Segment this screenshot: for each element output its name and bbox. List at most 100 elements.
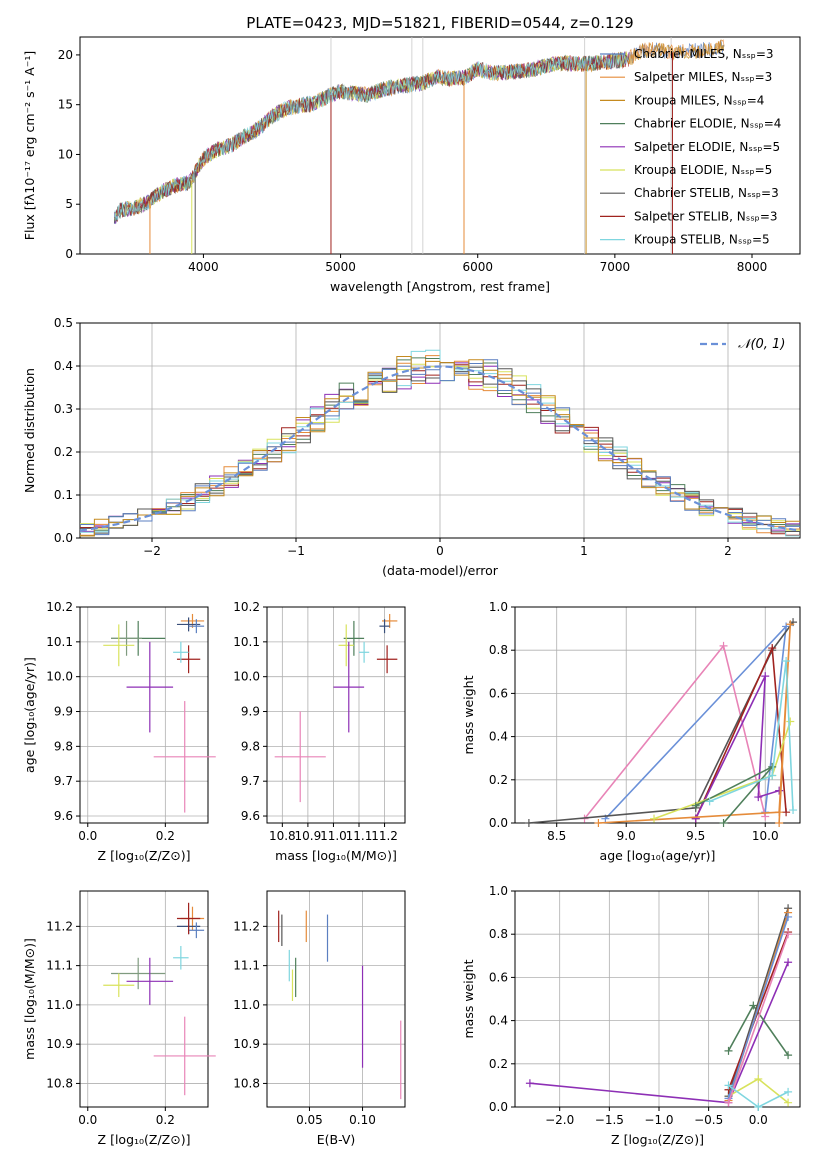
histogram-series — [80, 359, 800, 536]
errorbar-point — [173, 945, 189, 970]
mass-weight-marker — [784, 1087, 793, 1096]
mass-weight-marker — [784, 912, 793, 921]
errorbar-point — [111, 620, 143, 656]
spectrum-series-line — [113, 40, 725, 223]
y-tick-label: 9.6 — [241, 809, 260, 823]
mass-weight-marker — [754, 1074, 763, 1083]
x-axis-label: Z [log₁₀(Z/Z⊙)] — [98, 848, 191, 863]
mass-weight-marker — [650, 814, 659, 823]
mass-weight-marker — [768, 771, 777, 780]
mass-weight-marker — [775, 808, 784, 817]
mass-weight-marker — [768, 644, 777, 653]
legend-entry: Salpeter STELIB, Nₛₛₚ=3 — [634, 209, 778, 223]
y-tick-label: 9.8 — [54, 739, 73, 753]
y-tick-label: 10.0 — [233, 670, 260, 684]
y-axis-label: Flux [fλ10⁻¹⁷ erg cm⁻² s⁻¹ A⁻¹] — [22, 51, 37, 240]
x-tick-label: 1 — [580, 544, 588, 558]
x-tick-label: 2 — [724, 544, 732, 558]
errorbar-point — [153, 1016, 216, 1096]
y-tick-label: 0.2 — [489, 1057, 508, 1071]
y-tick-label: 0.1 — [54, 488, 73, 502]
errorbar-point — [103, 624, 135, 667]
y-tick-label: 10.2 — [46, 600, 73, 614]
mass-weight-marker — [724, 1046, 733, 1055]
y-tick-label: 0.6 — [489, 686, 508, 700]
x-tick-label: −0.5 — [694, 1113, 723, 1127]
y-tick-label: 10 — [58, 147, 73, 161]
mass-weight-marker — [784, 958, 793, 967]
y-tick-label: 0.8 — [489, 643, 508, 657]
y-tick-label: 10.1 — [233, 635, 260, 649]
mass-weight-series — [727, 933, 789, 1103]
y-tick-label: 0.8 — [489, 927, 508, 941]
y-axis-label: mass weight — [461, 675, 476, 754]
y-tick-label: 0.0 — [54, 531, 73, 545]
x-tick-label: −1.5 — [595, 1113, 624, 1127]
x-tick-label: 10.8 — [269, 829, 296, 843]
mass-weight-series — [727, 916, 789, 1099]
x-axis-label: Z [log₁₀(Z/Z⊙)] — [611, 1132, 704, 1147]
y-axis-label: Normed distribution — [22, 368, 37, 493]
y-tick-label: 11.0 — [46, 998, 73, 1012]
y-tick-label: 11.2 — [233, 919, 260, 933]
x-tick-label: 0.2 — [156, 829, 175, 843]
y-tick-label: 0 — [65, 247, 73, 261]
x-tick-label: 6000 — [462, 260, 493, 274]
y-tick-label: 0.0 — [489, 1100, 508, 1114]
x-tick-label: 0.10 — [349, 1113, 376, 1127]
y-tick-label: 10.0 — [46, 670, 73, 684]
errorbar-point — [111, 957, 166, 990]
y-tick-label: 9.7 — [54, 774, 73, 788]
y-tick-label: 11.1 — [46, 959, 73, 973]
y-tick-label: 0.0 — [489, 816, 508, 830]
x-tick-label: 0.0 — [78, 1113, 97, 1127]
errorbar-point — [126, 957, 174, 1005]
mass-weight-marker — [719, 641, 728, 650]
x-tick-label: −2 — [143, 544, 161, 558]
y-tick-label: 0.2 — [54, 445, 73, 459]
mass-weight-series — [528, 621, 794, 824]
y-tick-label: 10.8 — [233, 1076, 260, 1090]
mass-weight-marker — [782, 622, 791, 631]
mass-weight-marker — [525, 1079, 534, 1088]
mass-vs-ebv-panel — [263, 890, 406, 1111]
errorbar-point — [376, 645, 398, 674]
mass-weight-marker — [754, 793, 763, 802]
y-tick-label: 10.9 — [46, 1037, 73, 1051]
mass-vs-Z-frame — [79, 890, 209, 1108]
y-tick-label: 11.2 — [46, 919, 73, 933]
y-tick-label: 0.4 — [489, 1014, 508, 1028]
x-tick-label: 11.2 — [371, 829, 398, 843]
age-vs-Z-panel — [76, 606, 209, 827]
x-tick-label: 11.0 — [320, 829, 347, 843]
spectrum-panel — [76, 36, 801, 258]
errorbar-point — [176, 902, 201, 935]
mass-weight-marker — [705, 797, 714, 806]
x-tick-label: 11.1 — [346, 829, 373, 843]
mass-weight-series — [598, 624, 792, 824]
errorbar-point — [359, 641, 370, 663]
y-tick-label: 9.6 — [54, 809, 73, 823]
mass-weight-marker — [719, 819, 728, 827]
y-tick-label: 9.9 — [54, 705, 73, 719]
y-tick-label: 10.8 — [46, 1076, 73, 1090]
y-tick-label: 0.4 — [54, 359, 73, 373]
y-tick-label: 9.8 — [241, 739, 260, 753]
mass-weight-vs-Z-panel — [511, 890, 801, 1111]
mass-weight-marker — [594, 819, 603, 827]
mass-weight-marker — [784, 930, 793, 939]
x-axis-label: (data-model)/error — [382, 563, 499, 578]
y-tick-label: 10.2 — [233, 600, 260, 614]
x-tick-label: 10.0 — [752, 829, 779, 843]
x-tick-label: −2.0 — [545, 1113, 574, 1127]
x-tick-label: 5000 — [325, 260, 356, 274]
x-tick-label: 8.5 — [547, 829, 566, 843]
errorbar-point — [333, 641, 365, 733]
y-tick-label: 20 — [58, 48, 73, 62]
y-tick-label: 9.7 — [241, 774, 260, 788]
mass-weight-marker — [754, 1103, 763, 1111]
x-tick-label: 0.0 — [749, 1113, 768, 1127]
x-tick-label: 10.9 — [295, 829, 322, 843]
mass-weight-marker — [784, 1098, 793, 1107]
